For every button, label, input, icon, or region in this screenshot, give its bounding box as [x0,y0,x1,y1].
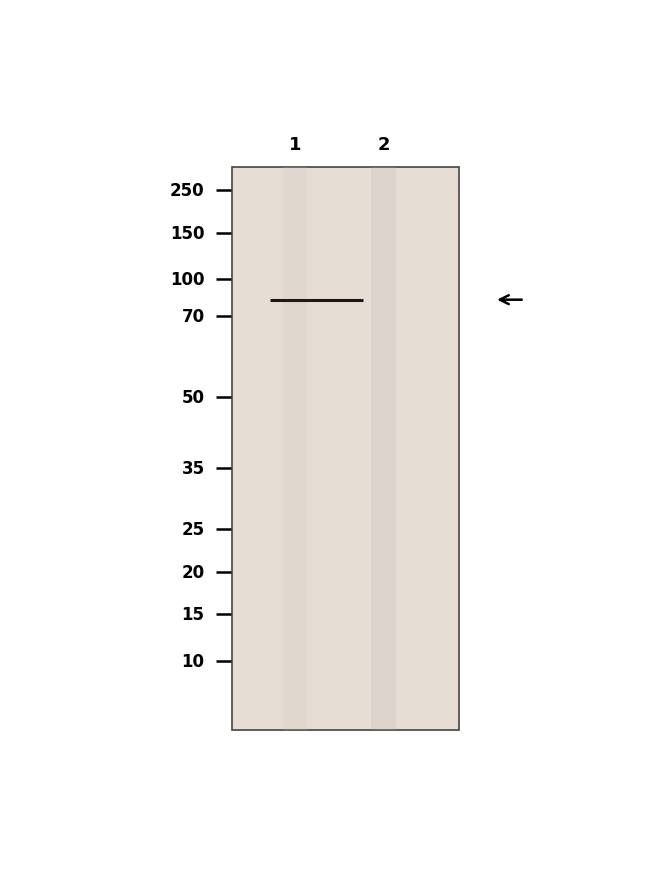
Bar [233,168,459,730]
Text: 10: 10 [181,652,205,670]
Text: 35: 35 [181,460,205,478]
Text: 15: 15 [181,605,205,623]
Text: 100: 100 [170,270,205,289]
Bar [283,168,307,730]
Text: 2: 2 [377,136,390,154]
Text: 1: 1 [289,136,302,154]
Text: 250: 250 [170,182,205,200]
Text: 70: 70 [181,308,205,326]
Text: 150: 150 [170,224,205,242]
Text: 50: 50 [181,388,205,407]
Text: 20: 20 [181,564,205,581]
Text: 25: 25 [181,521,205,538]
Bar [371,168,396,730]
